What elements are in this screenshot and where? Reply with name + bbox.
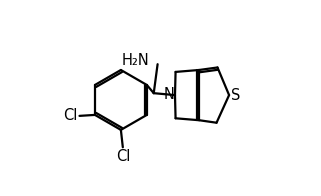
Text: H₂N: H₂N	[122, 53, 150, 68]
Text: S: S	[231, 88, 240, 103]
Text: Cl: Cl	[64, 108, 78, 123]
Text: N: N	[163, 87, 174, 102]
Text: Cl: Cl	[116, 149, 130, 164]
